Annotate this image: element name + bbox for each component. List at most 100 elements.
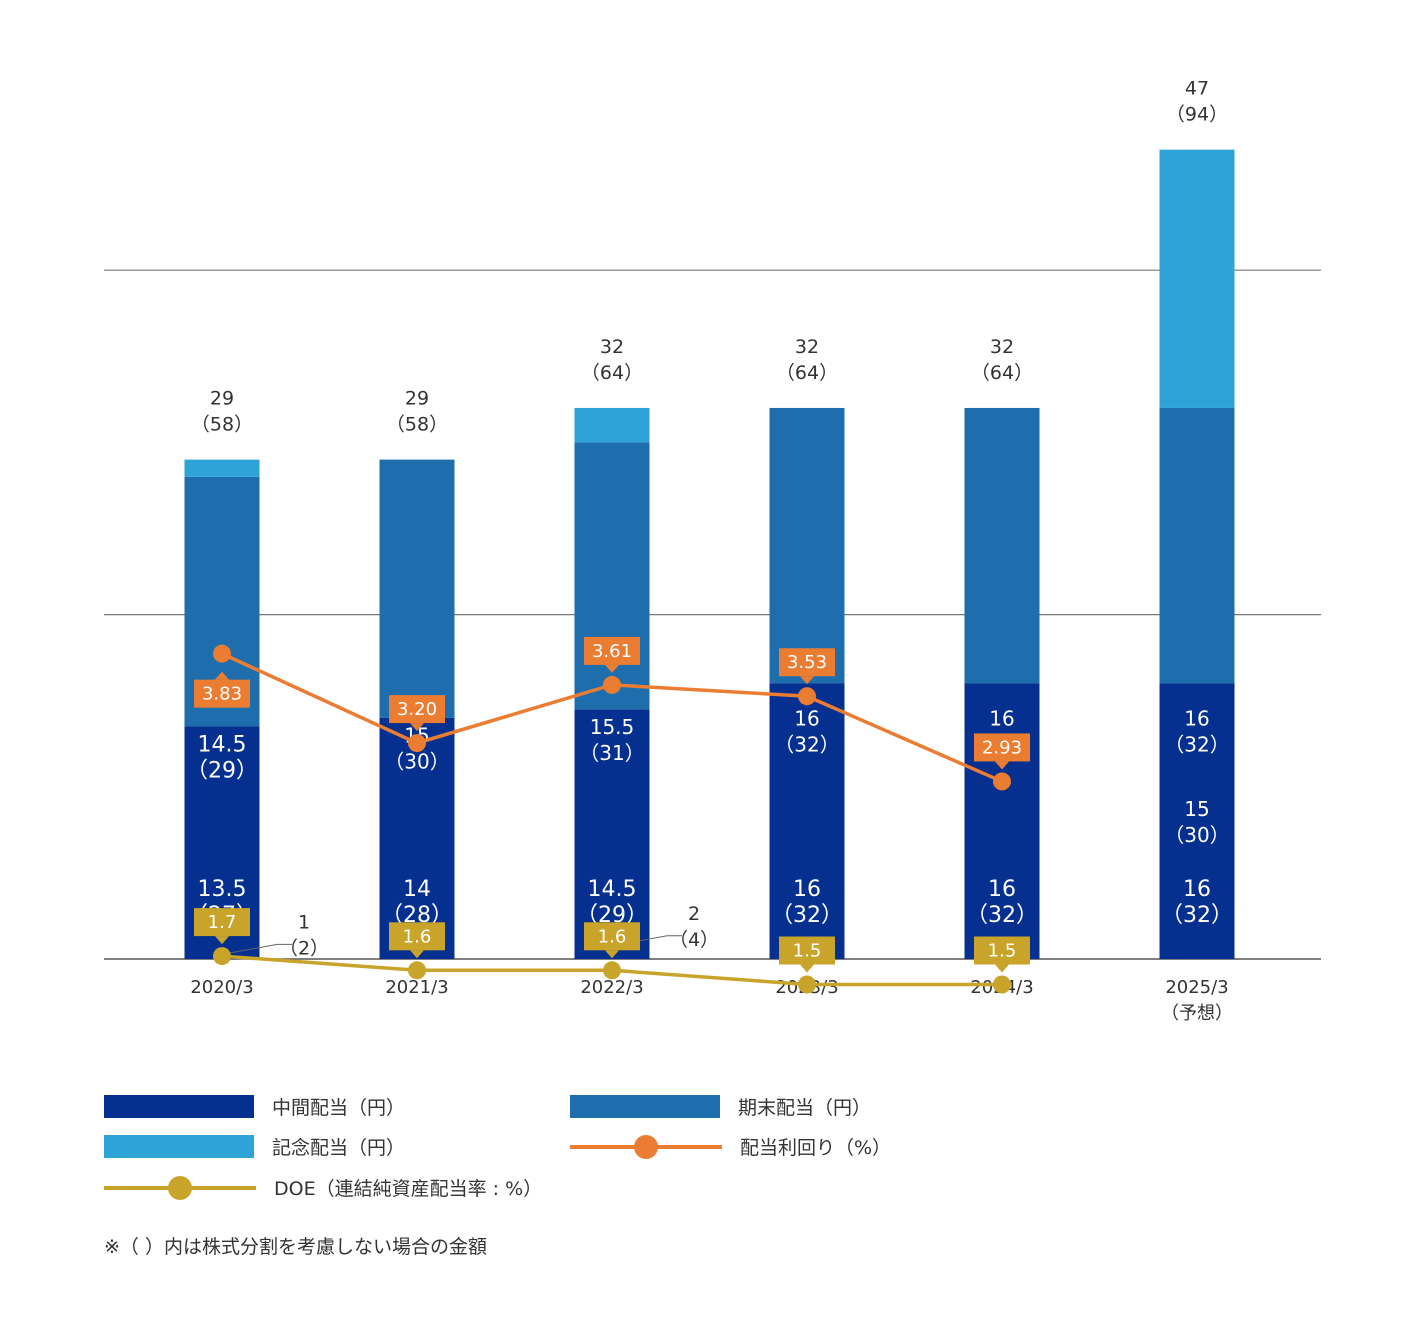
x-tick-label: 2022/3 [580,977,643,998]
legend-swatch-year-end [570,1095,720,1118]
bar-commemorative [1159,149,1235,408]
callout-pointer-doe [410,950,424,959]
segment-value-sublabel: （32） [966,903,1038,928]
legend-swatch-commemorative [104,1135,254,1158]
legend-marker-yield [570,1134,722,1159]
bar-total-label: 29 [405,388,429,410]
callout-box-doe [779,936,835,965]
callout-pointer-yield [410,723,424,732]
bar-year-end [964,407,1040,684]
point-yield [408,734,426,753]
dividend-chart: 13.5（27）14.5（29）1（2）14（28）15（30）14.5（29）… [104,78,1321,1024]
callout-label-doe: 1.5 [793,941,822,962]
bar-total-sublabel: （64） [971,362,1033,384]
legend-label-commemorative: 記念配当（円） [272,1137,406,1159]
callout-box-yield [974,733,1030,762]
segment-value-label: 14.5 [588,877,637,902]
callout-box-yield [584,636,640,665]
bar-total-sublabel: （58） [191,414,253,436]
legend-label-doe: DOE（連結純資産配当率 : %） [274,1178,543,1200]
bar-interim [379,717,455,959]
callout-label-doe: 1.6 [403,926,432,947]
segment-value-label: 16 [989,706,1014,730]
segment-value-label: 1 [298,911,310,933]
legend-label-year-end: 期末配当（円） [738,1097,872,1119]
legend-item-year-end: 期末配当（円） [570,1093,871,1120]
bar-year-end [1159,407,1235,684]
label-leader-line [221,943,292,955]
bar-commemorative [184,459,260,477]
bar-total-label: 32 [990,336,1014,358]
callout-box-yield [389,695,445,724]
callout-pointer-doe [215,936,229,945]
callout-label-yield: 3.53 [787,652,827,673]
segment-value-label: 14.5 [198,732,247,757]
footnote: ※（ ）内は株式分割を考慮しない場合の金額 [104,1236,487,1258]
point-yield [798,687,816,706]
legend-item-commemorative: 記念配当（円） [104,1133,405,1160]
point-doe [408,961,426,980]
bar-total-sublabel: （58） [386,414,448,436]
legend-label-yield: 配当利回り（%） [740,1137,892,1159]
callout-pointer-yield [800,676,814,685]
callout-label-yield: 3.83 [202,684,242,705]
segment-value-label: 16 [1183,877,1211,902]
point-yield [993,772,1011,791]
bar-total-label: 32 [795,336,819,358]
bar-interim [769,683,845,959]
segment-value-sublabel: （32） [774,732,839,756]
segment-value-label: 16 [793,877,821,902]
segment-value-label: 16 [988,877,1016,902]
callout-pointer-yield [605,664,619,673]
x-tick-label: 2020/3 [190,977,253,998]
segment-value-sublabel: （32） [1161,903,1233,928]
callout-label-yield: 2.93 [982,737,1022,758]
callout-pointer-doe [995,964,1009,973]
bar-interim [574,709,650,959]
legend-swatch-interim [104,1095,254,1118]
segment-value-label: 13.5 [198,877,247,902]
point-doe [993,975,1011,994]
segment-value-label: 14 [403,877,431,902]
legend-label-interim: 中間配当（円） [272,1097,406,1119]
legend-item-doe: DOE（連結純資産配当率 : %） [104,1174,542,1201]
bar-total-label: 32 [600,336,624,358]
segment-value-sublabel: （30） [384,750,449,774]
callout-label-doe: 1.6 [598,926,627,947]
point-doe [798,975,816,994]
bar-commemorative [574,407,650,443]
bar-total-label: 29 [210,388,234,410]
bar-year-end [769,407,845,684]
point-yield [603,675,621,694]
segment-value-sublabel: （32） [1164,732,1229,756]
segment-value-sublabel: （29） [186,758,258,783]
x-tick-label: 2025/3 [1165,977,1228,998]
segment-value-sublabel: （32） [771,903,843,928]
segment-value-label: 2 [688,903,700,925]
x-tick-label: 2021/3 [385,977,448,998]
x-tick-sublabel: （予想） [1161,1003,1233,1024]
segment-value-sublabel: （2） [279,937,329,959]
segment-value-sublabel: （31） [579,741,644,765]
callout-pointer-yield [995,761,1009,770]
callout-box-doe [389,922,445,951]
point-doe [603,961,621,980]
callout-pointer-doe [800,964,814,973]
bar-total-sublabel: （64） [581,362,643,384]
point-doe [213,947,231,966]
bar-total-sublabel: （64） [776,362,838,384]
callout-label-doe: 1.5 [988,941,1017,962]
segment-value-sublabel: （30） [1164,823,1229,847]
segment-value-label: 16 [1184,706,1209,730]
legend-item-yield: 配当利回り（%） [570,1133,891,1160]
segment-value-sublabel: （4） [669,929,719,951]
segment-value-label: 15.5 [590,715,635,739]
callout-label-yield: 3.20 [397,699,437,720]
legend-marker-doe [104,1175,256,1200]
callout-pointer-yield [215,671,229,680]
callout-box-doe [584,922,640,951]
callout-box-yield [779,648,835,677]
bar-total-sublabel: （94） [1166,104,1228,126]
callout-box-doe [194,908,250,937]
